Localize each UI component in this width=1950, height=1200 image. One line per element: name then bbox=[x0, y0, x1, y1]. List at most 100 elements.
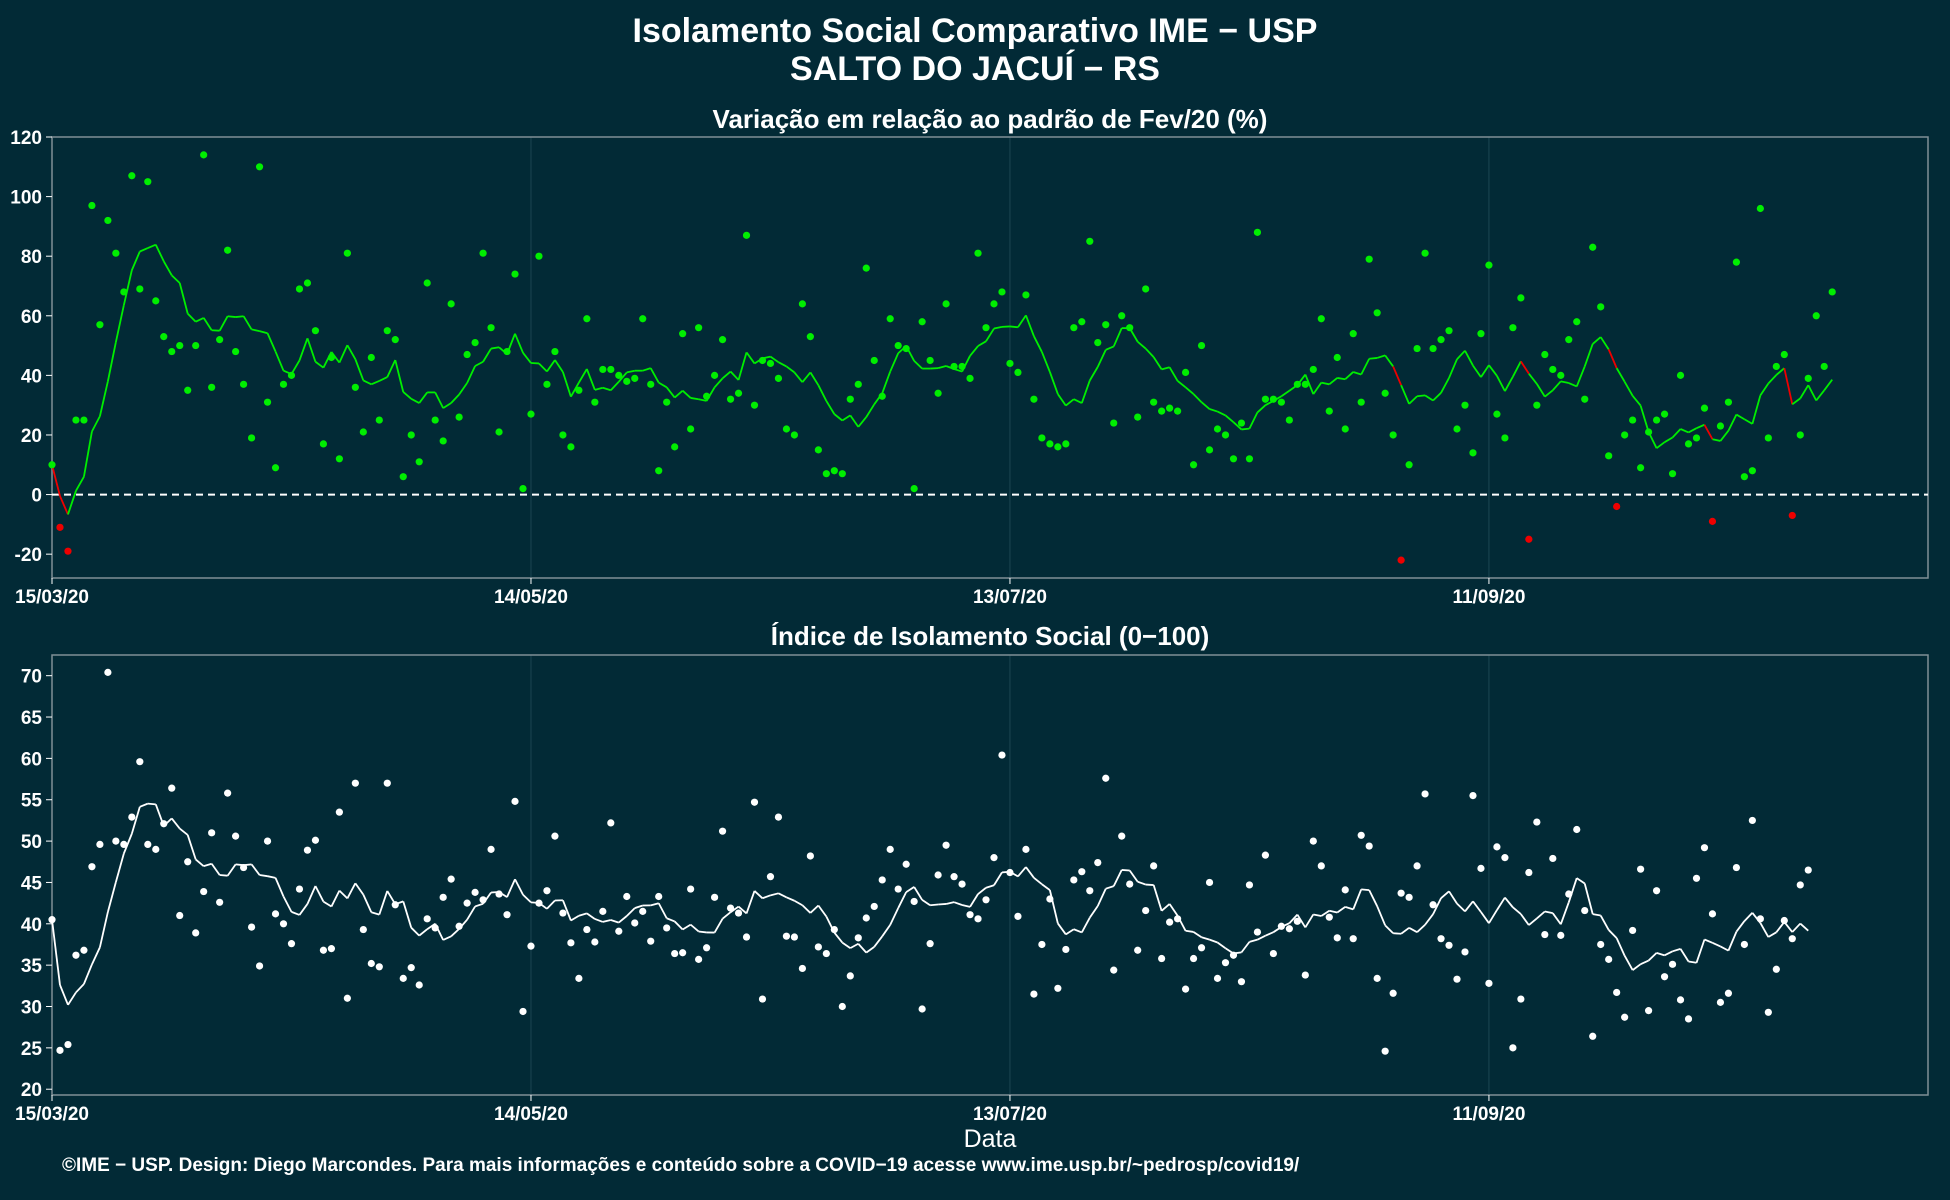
moving-average-segment bbox=[1608, 929, 1618, 939]
moving-average-segment bbox=[1592, 336, 1602, 345]
moving-average-segment bbox=[1360, 358, 1370, 375]
moving-average-segment bbox=[466, 905, 476, 921]
moving-average-segment bbox=[394, 359, 405, 393]
moving-average-segment bbox=[83, 964, 93, 985]
data-point bbox=[1373, 309, 1381, 317]
data-point bbox=[607, 365, 615, 374]
moving-average-segment bbox=[1488, 909, 1498, 924]
data-point bbox=[383, 327, 391, 335]
data-point bbox=[1637, 464, 1645, 472]
data-point bbox=[774, 813, 783, 821]
moving-average-segment bbox=[1615, 367, 1626, 383]
data-point bbox=[287, 940, 296, 948]
data-point bbox=[1022, 845, 1030, 853]
data-point bbox=[1804, 374, 1812, 382]
data-point bbox=[232, 347, 240, 356]
moving-average-segment bbox=[1017, 314, 1027, 328]
data-point bbox=[279, 920, 288, 928]
data-point bbox=[1748, 467, 1756, 475]
moving-average-segment bbox=[1296, 914, 1307, 928]
moving-average-segment bbox=[378, 376, 388, 382]
moving-average-segment bbox=[1073, 928, 1083, 934]
moving-average-segment bbox=[1328, 377, 1338, 386]
moving-average-segment bbox=[1168, 903, 1179, 917]
data-point bbox=[1229, 951, 1238, 959]
data-point bbox=[1525, 535, 1533, 543]
data-point bbox=[1333, 353, 1341, 362]
moving-average-segment bbox=[1105, 885, 1115, 890]
data-point bbox=[1668, 470, 1677, 478]
data-point bbox=[1485, 261, 1493, 269]
data-point bbox=[902, 860, 910, 868]
data-point bbox=[271, 464, 280, 472]
data-point bbox=[990, 300, 998, 308]
moving-average-segment bbox=[274, 877, 285, 897]
moving-average-segment bbox=[745, 890, 756, 914]
data-point bbox=[1477, 864, 1485, 872]
moving-average-segment bbox=[857, 416, 867, 428]
moving-average-segment bbox=[713, 918, 724, 933]
data-point bbox=[870, 902, 878, 911]
moving-average-segment bbox=[1369, 357, 1378, 360]
data-point bbox=[846, 972, 854, 980]
moving-average-segment bbox=[546, 899, 556, 910]
data-point bbox=[1309, 365, 1317, 374]
moving-average-segment bbox=[1265, 931, 1274, 937]
moving-average-segment bbox=[1688, 427, 1697, 434]
moving-average-segment bbox=[1440, 377, 1450, 394]
data-point bbox=[1453, 425, 1461, 433]
moving-average-segment bbox=[665, 386, 676, 399]
moving-average-segment bbox=[674, 390, 684, 399]
moving-average-segment bbox=[1544, 910, 1553, 915]
data-point bbox=[1429, 344, 1437, 353]
data-point bbox=[1740, 473, 1748, 481]
moving-average-segment bbox=[1592, 913, 1601, 917]
moving-average-segment bbox=[1615, 937, 1626, 957]
x-tick-label: 13/07/20 bbox=[973, 1104, 1047, 1125]
moving-average-segment bbox=[458, 382, 468, 396]
moving-average-segment bbox=[1712, 438, 1721, 442]
moving-average-segment bbox=[642, 367, 651, 372]
data-point bbox=[1605, 452, 1613, 460]
data-point bbox=[1692, 874, 1701, 882]
moving-average-segment bbox=[1703, 424, 1714, 440]
moving-average-segment bbox=[298, 903, 309, 916]
moving-average-segment bbox=[1695, 939, 1706, 964]
data-point bbox=[639, 907, 647, 915]
data-point bbox=[1110, 419, 1118, 427]
data-point bbox=[431, 924, 439, 932]
data-point bbox=[1150, 398, 1158, 406]
data-point bbox=[623, 892, 631, 901]
data-point bbox=[1118, 832, 1126, 840]
moving-average-segment bbox=[1161, 903, 1171, 912]
data-point bbox=[1461, 948, 1469, 956]
data-point bbox=[1365, 842, 1373, 850]
data-point bbox=[934, 389, 942, 397]
data-point bbox=[1189, 461, 1198, 469]
data-point bbox=[639, 315, 647, 323]
x-tick-label: 13/07/20 bbox=[973, 587, 1047, 608]
moving-average-segment bbox=[594, 386, 604, 391]
data-point bbox=[1174, 407, 1182, 415]
data-point bbox=[1293, 380, 1301, 388]
data-point bbox=[822, 949, 830, 958]
data-point bbox=[1046, 440, 1054, 448]
data-point bbox=[966, 911, 974, 919]
data-point bbox=[1716, 422, 1725, 430]
moving-average-segment bbox=[1161, 366, 1170, 371]
data-point bbox=[998, 288, 1006, 296]
moving-average-segment bbox=[418, 391, 428, 404]
data-point bbox=[351, 779, 359, 787]
data-point bbox=[1134, 413, 1142, 421]
moving-average-segment bbox=[1321, 381, 1330, 386]
data-point bbox=[120, 288, 128, 296]
data-point bbox=[1158, 954, 1166, 963]
data-point bbox=[1644, 1007, 1653, 1015]
data-point bbox=[503, 911, 511, 919]
moving-average-segment bbox=[969, 345, 979, 357]
data-point bbox=[1796, 431, 1804, 439]
data-point bbox=[64, 547, 72, 555]
moving-average-segment bbox=[682, 390, 692, 399]
data-point bbox=[511, 797, 519, 805]
moving-average-segment bbox=[354, 358, 365, 381]
